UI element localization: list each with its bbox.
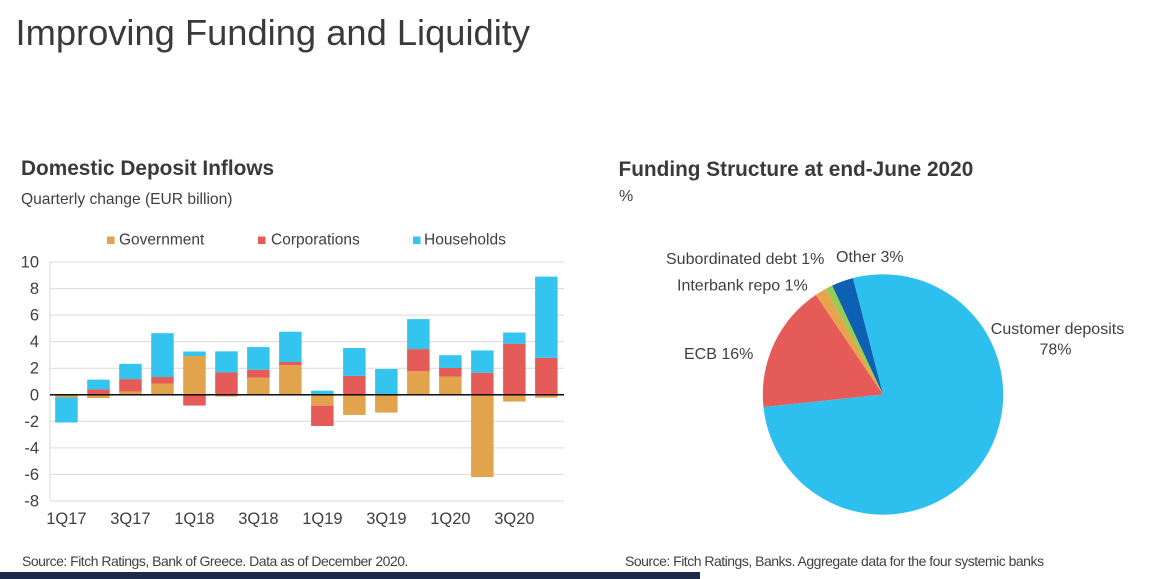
svg-text:1Q17: 1Q17 — [46, 510, 86, 528]
svg-text:Other 3%: Other 3% — [836, 249, 904, 266]
svg-text:3Q20: 3Q20 — [494, 510, 534, 528]
svg-text:3Q19: 3Q19 — [366, 510, 406, 528]
svg-text:ECB 16%: ECB 16% — [684, 346, 753, 363]
svg-text:10: 10 — [21, 254, 39, 272]
svg-text:1Q20: 1Q20 — [430, 510, 470, 528]
svg-text:Source: Fitch Ratings, Bank of: Source: Fitch Ratings, Bank of Greece. D… — [22, 553, 408, 569]
svg-text:Customer deposits: Customer deposits — [991, 321, 1124, 338]
svg-text:78%: 78% — [1039, 342, 1071, 359]
svg-text:1Q19: 1Q19 — [302, 510, 342, 528]
svg-text:-8: -8 — [24, 493, 39, 511]
svg-text:3Q18: 3Q18 — [238, 510, 278, 528]
svg-text:Subordinated debt 1%: Subordinated debt 1% — [666, 251, 824, 268]
svg-text:2: 2 — [30, 360, 39, 378]
svg-text:-6: -6 — [24, 466, 39, 484]
svg-text:8: 8 — [30, 280, 39, 298]
svg-text:Corporations: Corporations — [271, 232, 360, 249]
svg-text:-4: -4 — [24, 439, 39, 457]
svg-text:-2: -2 — [24, 413, 39, 431]
svg-text:6: 6 — [30, 307, 39, 325]
svg-text:0: 0 — [30, 386, 39, 404]
svg-text:Source: Fitch Ratings, Banks.: Source: Fitch Ratings, Banks. Aggregate … — [625, 553, 1044, 569]
svg-text:Government: Government — [119, 232, 205, 249]
svg-text:1Q18: 1Q18 — [174, 510, 214, 528]
svg-text:Interbank repo 1%: Interbank repo 1% — [677, 278, 808, 295]
svg-text:3Q17: 3Q17 — [110, 510, 150, 528]
svg-text:4: 4 — [30, 333, 39, 351]
svg-text:Households: Households — [424, 232, 506, 249]
